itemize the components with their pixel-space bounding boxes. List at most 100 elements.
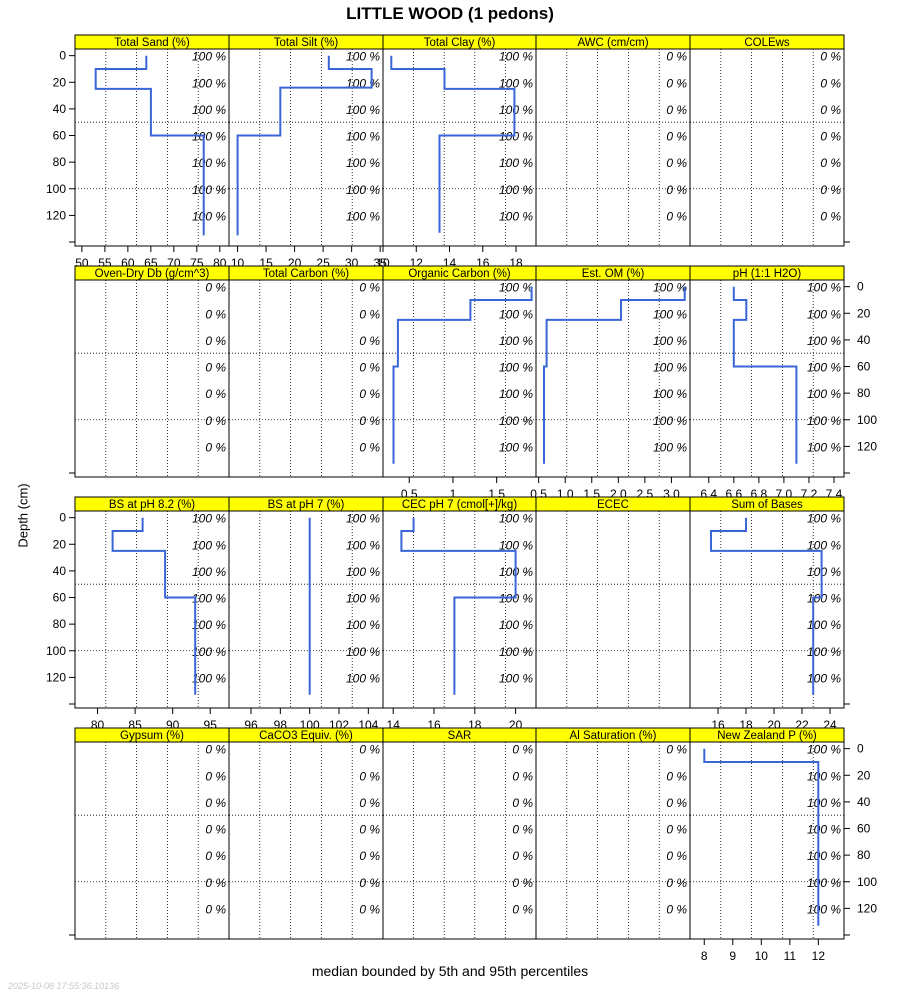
x-tick-label: 8 [701,949,708,963]
data-coverage-label: 0 % [205,440,226,454]
data-coverage-label: 100 % [499,645,533,659]
data-coverage-label: 0 % [820,130,841,144]
y-tick-label: 60 [857,822,871,836]
data-coverage-label: 100 % [807,387,841,401]
panel-frame [535,510,691,709]
data-coverage-label: 100 % [192,618,226,632]
panel-title: COLEws [744,37,790,49]
data-coverage-label: 0 % [359,743,380,757]
data-coverage-label: 100 % [807,281,841,295]
panel-title: SAR [448,730,472,742]
series-line [732,286,798,464]
data-coverage-label: 0 % [666,876,687,890]
data-coverage-label: 100 % [807,876,841,890]
y-tick-label: 60 [53,129,67,143]
data-coverage-label: 0 % [359,361,380,375]
x-axis-label: median bounded by 5th and 95th percentil… [311,963,589,979]
data-coverage-label: 100 % [499,671,533,685]
data-coverage-label: 0 % [359,769,380,783]
x-tick-label: 12 [812,949,826,963]
y-tick-label: 40 [53,102,67,116]
series-line [111,517,197,695]
data-coverage-label: 100 % [192,592,226,606]
data-coverage-label: 100 % [807,796,841,810]
y-tick-label: 20 [857,306,871,320]
data-coverage-label: 0 % [820,156,841,170]
data-coverage-label: 100 % [807,414,841,428]
data-coverage-label: 0 % [666,209,687,223]
panel-title: Total Silt (%) [274,37,339,49]
data-coverage-label: 0 % [666,743,687,757]
y-tick-label: 20 [857,768,871,782]
data-coverage-label: 0 % [359,414,380,428]
data-coverage-label: 100 % [192,103,226,117]
data-coverage-label: 100 % [807,902,841,916]
y-tick-label: 100 [46,644,66,658]
y-tick-label: 80 [857,848,871,862]
data-coverage-label: 0 % [820,76,841,90]
data-coverage-label: 100 % [807,743,841,757]
data-coverage-label: 100 % [499,361,533,375]
data-coverage-label: 100 % [192,130,226,144]
y-tick-label: 20 [53,537,67,551]
data-coverage-label: 0 % [205,334,226,348]
data-coverage-label: 100 % [499,183,533,197]
timestamp: 2025-10-08 17:55:36.10136 [8,981,120,991]
data-coverage-label: 100 % [807,823,841,837]
data-coverage-label: 100 % [653,307,687,321]
data-coverage-label: 100 % [653,440,687,454]
data-coverage-label: 100 % [192,183,226,197]
data-coverage-label: 100 % [346,565,380,579]
data-coverage-label: 100 % [346,512,380,526]
y-tick-label: 60 [857,360,871,374]
data-coverage-label: 0 % [205,823,226,837]
data-coverage-label: 0 % [205,281,226,295]
panel-title: Oven-Dry Db (g/cm^3) [95,268,210,280]
panel-title: AWC (cm/cm) [577,37,648,49]
data-coverage-label: 0 % [359,440,380,454]
data-coverage-label: 0 % [666,849,687,863]
data-coverage-label: 0 % [359,849,380,863]
panel-title: BS at pH 7 (%) [268,499,345,511]
panel-frame [689,741,845,940]
data-coverage-label: 100 % [346,618,380,632]
y-tick-label: 0 [857,280,864,294]
data-coverage-label: 0 % [666,156,687,170]
y-tick-label: 40 [857,333,871,347]
data-coverage-label: 100 % [192,538,226,552]
panel-title: BS at pH 8.2 (%) [109,499,195,511]
y-tick-label: 120 [857,901,877,915]
data-coverage-label: 0 % [820,103,841,117]
data-coverage-label: 0 % [666,796,687,810]
data-coverage-label: 0 % [666,769,687,783]
data-coverage-label: 0 % [512,876,533,890]
series-line [94,55,205,236]
panel-title: Est. OM (%) [582,268,645,280]
data-coverage-label: 0 % [512,902,533,916]
data-coverage-label: 0 % [205,307,226,321]
y-tick-label: 120 [857,439,877,453]
data-coverage-label: 100 % [653,361,687,375]
data-coverage-label: 100 % [192,209,226,223]
data-coverage-label: 100 % [653,334,687,348]
data-coverage-label: 0 % [666,183,687,197]
data-coverage-label: 100 % [807,538,841,552]
data-coverage-label: 0 % [205,849,226,863]
data-coverage-label: 0 % [359,876,380,890]
data-coverage-label: 100 % [192,565,226,579]
data-coverage-label: 100 % [192,76,226,90]
data-coverage-label: 0 % [666,130,687,144]
data-coverage-label: 100 % [653,414,687,428]
data-coverage-label: 100 % [807,565,841,579]
data-coverage-label: 100 % [192,671,226,685]
data-coverage-label: 100 % [499,592,533,606]
data-coverage-label: 0 % [666,103,687,117]
data-coverage-label: 0 % [512,796,533,810]
x-tick-label: 9 [729,949,736,963]
data-coverage-label: 100 % [499,414,533,428]
series-line [400,517,517,695]
data-coverage-label: 100 % [192,512,226,526]
data-coverage-label: 0 % [666,50,687,64]
panel-frame [689,279,845,478]
